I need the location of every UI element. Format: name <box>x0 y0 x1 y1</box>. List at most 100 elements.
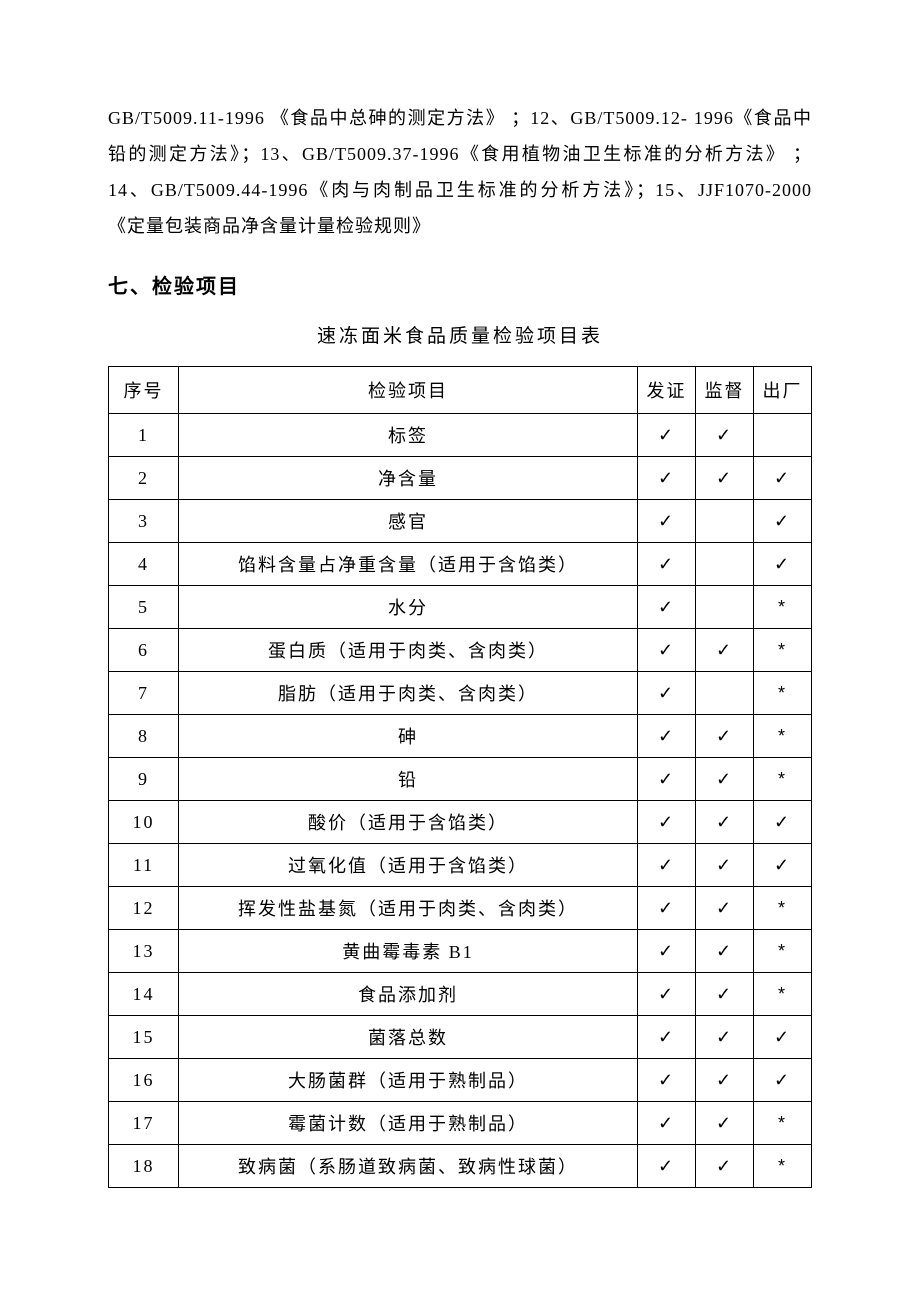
cell-seq: 11 <box>109 844 179 887</box>
cell-cert: ✓ <box>638 930 696 973</box>
cell-supervise: ✓ <box>696 844 754 887</box>
cell-seq: 14 <box>109 973 179 1016</box>
table-row: 8砷✓✓* <box>109 715 812 758</box>
cell-seq: 3 <box>109 500 179 543</box>
section-heading: 七、检验项目 <box>108 270 812 299</box>
cell-item: 致病菌（系肠道致病菌、致病性球菌） <box>179 1145 638 1188</box>
table-row: 17霉菌计数（适用于熟制品）✓✓* <box>109 1102 812 1145</box>
cell-factory: ✓ <box>754 1059 812 1102</box>
cell-supervise <box>696 586 754 629</box>
cell-supervise: ✓ <box>696 973 754 1016</box>
cell-item: 食品添加剂 <box>179 973 638 1016</box>
header-cert: 发证 <box>638 367 696 414</box>
cell-item: 蛋白质（适用于肉类、含肉类） <box>179 629 638 672</box>
cell-factory: * <box>754 930 812 973</box>
header-seq: 序号 <box>109 367 179 414</box>
cell-factory: * <box>754 973 812 1016</box>
table-caption: 速冻面米食品质量检验项目表 <box>108 321 812 348</box>
cell-item: 铅 <box>179 758 638 801</box>
header-item: 检验项目 <box>179 367 638 414</box>
table-row: 15菌落总数✓✓✓ <box>109 1016 812 1059</box>
cell-factory: ✓ <box>754 801 812 844</box>
table-row: 16大肠菌群（适用于熟制品）✓✓✓ <box>109 1059 812 1102</box>
cell-factory: * <box>754 1145 812 1188</box>
cell-seq: 7 <box>109 672 179 715</box>
cell-cert: ✓ <box>638 844 696 887</box>
cell-cert: ✓ <box>638 629 696 672</box>
cell-seq: 8 <box>109 715 179 758</box>
cell-cert: ✓ <box>638 973 696 1016</box>
cell-seq: 10 <box>109 801 179 844</box>
table-row: 10酸价（适用于含馅类）✓✓✓ <box>109 801 812 844</box>
table-row: 4馅料含量占净重含量（适用于含馅类）✓✓ <box>109 543 812 586</box>
table-row: 14食品添加剂✓✓* <box>109 973 812 1016</box>
cell-factory: * <box>754 887 812 930</box>
cell-seq: 15 <box>109 1016 179 1059</box>
cell-supervise: ✓ <box>696 758 754 801</box>
table-row: 12挥发性盐基氮（适用于肉类、含肉类）✓✓* <box>109 887 812 930</box>
table-header-row: 序号 检验项目 发证 监督 出厂 <box>109 367 812 414</box>
cell-item: 脂肪（适用于肉类、含肉类） <box>179 672 638 715</box>
table-row: 3感官✓✓ <box>109 500 812 543</box>
cell-item: 水分 <box>179 586 638 629</box>
cell-supervise: ✓ <box>696 887 754 930</box>
table-row: 7脂肪（适用于肉类、含肉类）✓ * <box>109 672 812 715</box>
cell-seq: 4 <box>109 543 179 586</box>
cell-item: 过氧化值（适用于含馅类） <box>179 844 638 887</box>
cell-cert: ✓ <box>638 1145 696 1188</box>
cell-seq: 1 <box>109 414 179 457</box>
cell-factory: ✓ <box>754 1016 812 1059</box>
table-row: 1标签✓✓ <box>109 414 812 457</box>
cell-cert: ✓ <box>638 500 696 543</box>
cell-factory <box>754 414 812 457</box>
cell-cert: ✓ <box>638 672 696 715</box>
cell-supervise: ✓ <box>696 1102 754 1145</box>
cell-item: 大肠菌群（适用于熟制品） <box>179 1059 638 1102</box>
cell-supervise <box>696 500 754 543</box>
cell-item: 酸价（适用于含馅类） <box>179 801 638 844</box>
cell-factory: ✓ <box>754 543 812 586</box>
cell-factory: * <box>754 629 812 672</box>
cell-cert: ✓ <box>638 543 696 586</box>
table-row: 2净含量✓✓✓ <box>109 457 812 500</box>
cell-factory: * <box>754 1102 812 1145</box>
cell-cert: ✓ <box>638 887 696 930</box>
cell-cert: ✓ <box>638 457 696 500</box>
cell-seq: 5 <box>109 586 179 629</box>
cell-supervise: ✓ <box>696 801 754 844</box>
cell-cert: ✓ <box>638 414 696 457</box>
table-row: 5水分✓* <box>109 586 812 629</box>
cell-factory: * <box>754 672 812 715</box>
table-row: 11过氧化值（适用于含馅类）✓✓✓ <box>109 844 812 887</box>
cell-supervise: ✓ <box>696 457 754 500</box>
cell-item: 挥发性盐基氮（适用于肉类、含肉类） <box>179 887 638 930</box>
cell-supervise: ✓ <box>696 930 754 973</box>
cell-item: 砷 <box>179 715 638 758</box>
cell-seq: 16 <box>109 1059 179 1102</box>
cell-item: 净含量 <box>179 457 638 500</box>
cell-seq: 9 <box>109 758 179 801</box>
header-supervise: 监督 <box>696 367 754 414</box>
inspection-table: 序号 检验项目 发证 监督 出厂 1标签✓✓2净含量✓✓✓3感官✓✓4馅料含量占… <box>108 366 812 1188</box>
table-row: 9铅✓✓* <box>109 758 812 801</box>
cell-item: 黄曲霉毒素 B1 <box>179 930 638 973</box>
cell-cert: ✓ <box>638 586 696 629</box>
cell-seq: 6 <box>109 629 179 672</box>
table-row: 13黄曲霉毒素 B1✓✓* <box>109 930 812 973</box>
cell-supervise: ✓ <box>696 1016 754 1059</box>
cell-seq: 17 <box>109 1102 179 1145</box>
cell-cert: ✓ <box>638 715 696 758</box>
cell-cert: ✓ <box>638 801 696 844</box>
cell-supervise <box>696 672 754 715</box>
cell-supervise: ✓ <box>696 1145 754 1188</box>
table-row: 18致病菌（系肠道致病菌、致病性球菌）✓✓* <box>109 1145 812 1188</box>
cell-factory: ✓ <box>754 457 812 500</box>
header-factory: 出厂 <box>754 367 812 414</box>
cell-seq: 12 <box>109 887 179 930</box>
cell-cert: ✓ <box>638 1059 696 1102</box>
cell-factory: * <box>754 715 812 758</box>
cell-factory: ✓ <box>754 844 812 887</box>
intro-paragraph: GB/T5009.11-1996 《食品中总砷的测定方法》 ；12、GB/T50… <box>108 100 812 244</box>
cell-cert: ✓ <box>638 1102 696 1145</box>
cell-cert: ✓ <box>638 758 696 801</box>
